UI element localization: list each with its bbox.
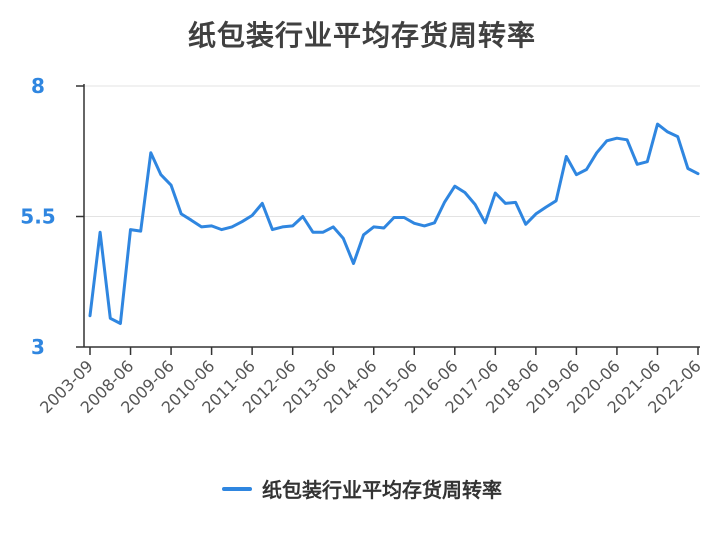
y-tick-label: 5.5 [20,205,55,229]
legend: 纸包装行业平均存货周转率 [0,474,724,503]
legend-line-swatch [222,486,252,491]
chart-title: 纸包装行业平均存货周转率 [187,19,536,52]
y-tick-label: 3 [31,335,45,359]
series-line [88,122,700,325]
y-tick-label: 8 [31,74,45,98]
legend-label: 纸包装行业平均存货周转率 [262,478,502,502]
